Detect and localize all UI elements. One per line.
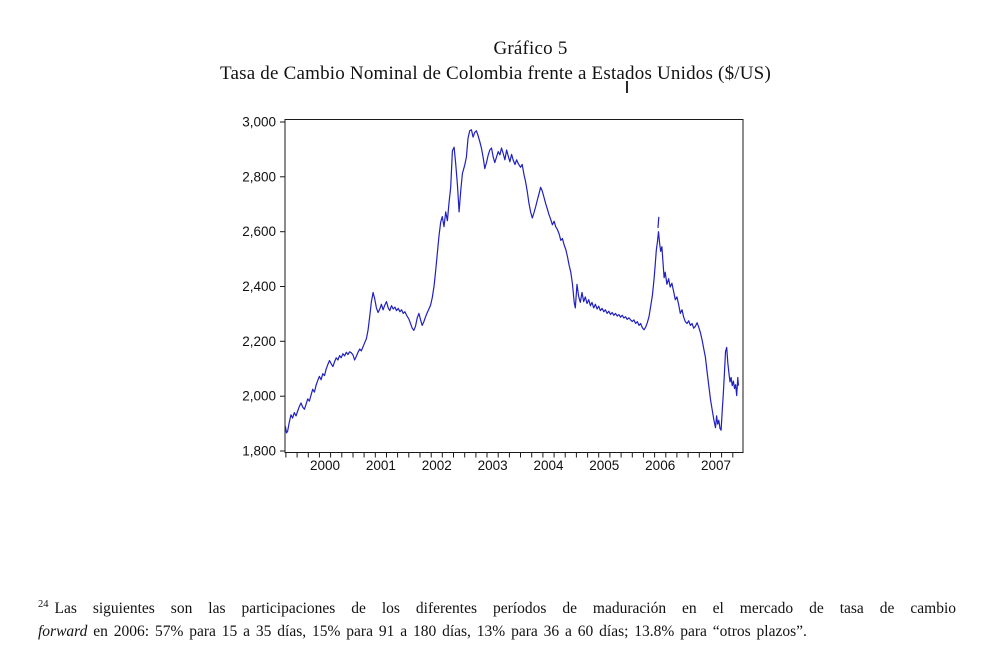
y-tick-label: 3,000 [242, 115, 276, 130]
figure-title-line1: Gráfico 5 [493, 38, 568, 59]
y-tick-label: 2,400 [242, 279, 276, 294]
x-tick-label: 2002 [422, 458, 452, 473]
x-tick-label: 2000 [310, 458, 340, 473]
y-tick-label: 2,000 [242, 389, 276, 404]
footnote-line-1-text: Las siguientes son las participaciones d… [54, 600, 957, 618]
y-tick-label: 2,600 [242, 224, 276, 239]
y-tick-label: 2,200 [242, 334, 276, 349]
figure-title: Gráfico 5 Tasa de Cambio Nominal de Colo… [0, 36, 991, 86]
chart-svg: 1,800 2,000 2,200 2,400 2,600 2,800 3,000 2000 2… [242, 115, 744, 473]
plot-border [284, 119, 744, 453]
figure-title-line2: Tasa de Cambio Nominal de Colombia frent… [220, 63, 771, 84]
footnote: 24 Las siguientes son las participaciones… [38, 594, 956, 643]
detached-line-segment [657, 216, 660, 229]
footnote-forward-italic: forward [38, 622, 88, 640]
footnote-line-2-text: en 2006: 57% para 15 a 35 días, 15% para… [87, 622, 807, 640]
y-tick-label: 1,800 [242, 444, 276, 459]
stray-caret-mark [626, 81, 628, 93]
x-tick-label: 2003 [478, 458, 508, 473]
y-tick-label: 2,800 [242, 169, 276, 184]
footnote-line-1: 24 Las siguientes son las participaciones… [38, 594, 956, 621]
footnote-marker: 24 [38, 599, 49, 610]
x-tick-label: 2005 [589, 458, 619, 473]
x-tick-label: 2001 [366, 458, 396, 473]
x-tick-label: 2004 [533, 458, 564, 473]
exchange-rate-line [284, 129, 740, 434]
x-tick-label: 2006 [645, 458, 675, 473]
footnote-line-2: forward en 2006: 57% para 15 a 35 días, … [38, 621, 956, 644]
x-tick-label: 2007 [701, 458, 731, 473]
